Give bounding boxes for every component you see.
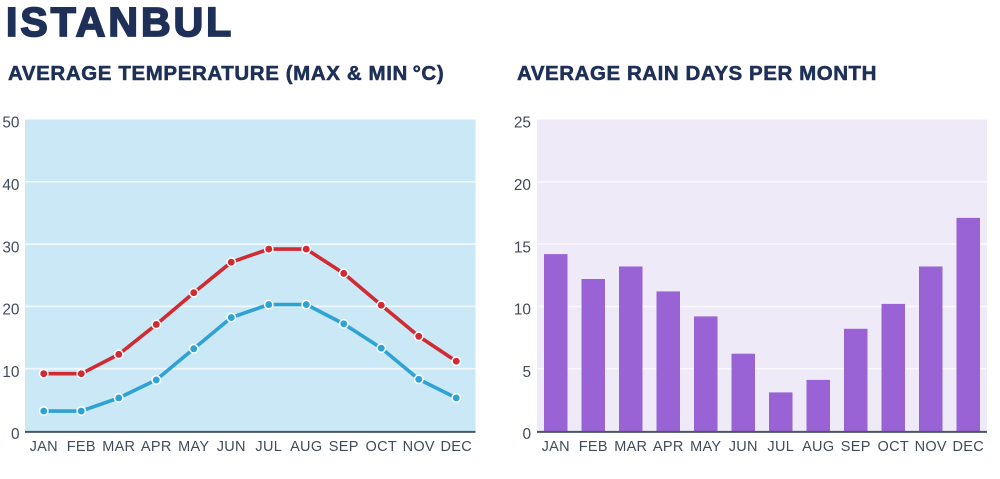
svg-text:JUN: JUN (729, 439, 758, 455)
svg-text:MAR: MAR (102, 439, 135, 455)
svg-text:50: 50 (2, 115, 19, 132)
svg-text:AVERAGE TEMPERATURE (MAX & MIN: AVERAGE TEMPERATURE (MAX & MIN °C) (8, 62, 444, 85)
svg-text:AVERAGE RAIN DAYS PER MONTH: AVERAGE RAIN DAYS PER MONTH (517, 62, 877, 85)
svg-text:DEC: DEC (440, 439, 472, 455)
svg-text:0: 0 (11, 426, 20, 443)
svg-text:5: 5 (522, 364, 531, 381)
svg-text:ISTANBUL: ISTANBUL (6, 0, 234, 45)
svg-text:20: 20 (514, 177, 531, 194)
svg-text:JUL: JUL (255, 439, 282, 455)
svg-text:MAY: MAY (690, 439, 721, 455)
svg-text:JAN: JAN (30, 439, 58, 455)
svg-text:25: 25 (514, 115, 531, 132)
svg-text:JUN: JUN (217, 439, 246, 455)
svg-text:FEB: FEB (579, 439, 608, 455)
svg-text:MAY: MAY (178, 439, 209, 455)
svg-text:40: 40 (2, 177, 19, 194)
svg-text:10: 10 (514, 302, 531, 319)
svg-text:APR: APR (141, 439, 172, 455)
svg-text:OCT: OCT (877, 439, 909, 455)
svg-text:AUG: AUG (802, 439, 834, 455)
svg-text:SEP: SEP (841, 439, 871, 455)
svg-text:NOV: NOV (915, 439, 947, 455)
svg-text:10: 10 (2, 364, 19, 381)
svg-text:JAN: JAN (542, 439, 570, 455)
svg-text:DEC: DEC (952, 439, 984, 455)
svg-text:15: 15 (514, 239, 531, 256)
svg-text:NOV: NOV (403, 439, 435, 455)
svg-text:APR: APR (653, 439, 684, 455)
svg-text:0: 0 (522, 426, 531, 443)
svg-text:SEP: SEP (329, 439, 359, 455)
svg-text:AUG: AUG (290, 439, 322, 455)
svg-text:MAR: MAR (614, 439, 647, 455)
svg-text:FEB: FEB (67, 439, 96, 455)
svg-text:OCT: OCT (365, 439, 397, 455)
svg-text:20: 20 (2, 302, 19, 319)
svg-text:JUL: JUL (767, 439, 794, 455)
svg-text:30: 30 (2, 239, 19, 256)
